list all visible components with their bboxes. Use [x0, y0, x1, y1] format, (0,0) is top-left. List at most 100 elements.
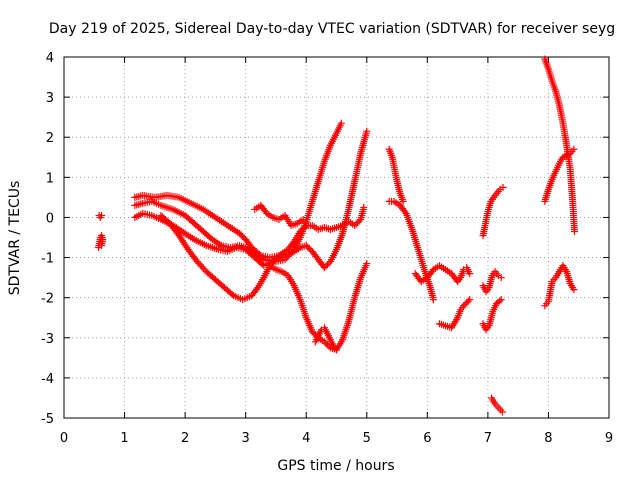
x-tick-label: 8	[544, 431, 552, 446]
data-point	[179, 228, 187, 236]
x-tick-label: 6	[423, 431, 431, 446]
data-point	[401, 208, 409, 216]
x-axis-label: GPS time / hours	[277, 458, 394, 474]
data-point	[333, 346, 340, 354]
data-point	[193, 258, 201, 266]
series-6	[157, 211, 371, 354]
y-tick-label: 3	[46, 91, 54, 106]
series-18	[541, 145, 578, 205]
data-point	[466, 296, 474, 304]
data-point	[460, 302, 468, 310]
y-axis-label: SDTVAR / TECUs	[7, 181, 23, 296]
data-point	[198, 263, 206, 271]
data-point	[195, 259, 203, 267]
data-point	[239, 232, 247, 240]
data-point	[498, 408, 506, 416]
data-point	[322, 339, 330, 347]
data-point	[262, 208, 270, 216]
data-point	[360, 203, 368, 211]
data-marks	[95, 55, 578, 416]
data-point	[308, 328, 316, 336]
data-point	[463, 299, 471, 307]
data-point	[464, 297, 472, 305]
data-point	[201, 266, 209, 274]
data-point	[570, 286, 578, 294]
axis-ticks	[63, 56, 610, 419]
series-10	[385, 197, 437, 304]
y-tick-label: 1	[46, 171, 54, 186]
data-point	[570, 227, 578, 235]
data-point	[354, 218, 362, 226]
data-point	[236, 229, 244, 237]
data-point	[322, 262, 330, 270]
y-tick-label: -1	[41, 252, 54, 267]
x-tick-label: 7	[484, 431, 492, 446]
data-point	[98, 211, 106, 219]
data-point	[199, 264, 207, 272]
data-point	[320, 338, 328, 346]
x-tick-label: 2	[181, 431, 189, 446]
y-tick-label: -3	[41, 332, 54, 347]
data-point	[337, 119, 345, 127]
series-16	[488, 394, 506, 416]
data-point	[428, 267, 436, 275]
series-13	[479, 183, 507, 239]
y-tick-label: -2	[41, 292, 54, 307]
data-point	[323, 341, 331, 349]
y-tick-label: -4	[41, 372, 54, 387]
series-7	[311, 324, 340, 354]
x-tick-label: 5	[363, 431, 371, 446]
data-point	[304, 243, 312, 251]
data-point	[570, 145, 578, 153]
series-12	[435, 296, 474, 332]
data-point	[429, 296, 437, 304]
data-point	[497, 296, 505, 304]
data-point	[323, 261, 331, 269]
x-tick-label: 4	[302, 431, 310, 446]
y-tick-label: 2	[46, 131, 54, 146]
data-point	[98, 242, 106, 250]
data-point	[466, 270, 474, 278]
data-point	[363, 127, 371, 135]
data-point	[228, 290, 236, 298]
data-point	[496, 297, 504, 305]
y-tick-label: 0	[46, 211, 54, 226]
data-point	[302, 242, 310, 250]
data-point	[237, 231, 245, 239]
data-point	[281, 256, 289, 264]
plot-frame	[63, 56, 610, 419]
chart-title: Day 219 of 2025, Sidereal Day-to-day VTE…	[49, 21, 615, 37]
x-tick-label: 0	[60, 431, 68, 446]
data-point	[253, 285, 261, 293]
series-15	[479, 296, 505, 334]
series-2	[95, 231, 107, 252]
y-tick-labels: 4 3 2 1 0 -1 -2 -3 -4 -5	[41, 51, 54, 427]
x-tick-labels: 0 1 2 3 4 5 6 7 8 9	[60, 431, 613, 446]
x-tick-label: 1	[120, 431, 128, 446]
grid-lines	[64, 57, 609, 418]
data-point	[351, 221, 359, 229]
series-11	[411, 262, 474, 286]
data-point	[320, 264, 328, 272]
series-1	[95, 211, 106, 221]
data-point	[299, 215, 307, 223]
data-point	[305, 245, 313, 253]
series-19	[541, 262, 578, 310]
series-5	[131, 127, 371, 272]
series-8	[251, 201, 307, 229]
data-point	[497, 274, 505, 282]
x-tick-label: 3	[242, 431, 250, 446]
data-point	[196, 261, 204, 269]
data-point	[363, 260, 371, 268]
data-point	[399, 197, 407, 205]
y-tick-label: 4	[46, 51, 54, 66]
x-tick-label: 9	[605, 431, 613, 446]
series-9	[385, 145, 407, 205]
series-14	[479, 268, 505, 296]
data-point	[325, 259, 333, 267]
data-point	[461, 300, 469, 308]
data-point	[499, 183, 507, 191]
y-tick-label: -5	[41, 412, 54, 427]
data-point	[355, 217, 363, 225]
